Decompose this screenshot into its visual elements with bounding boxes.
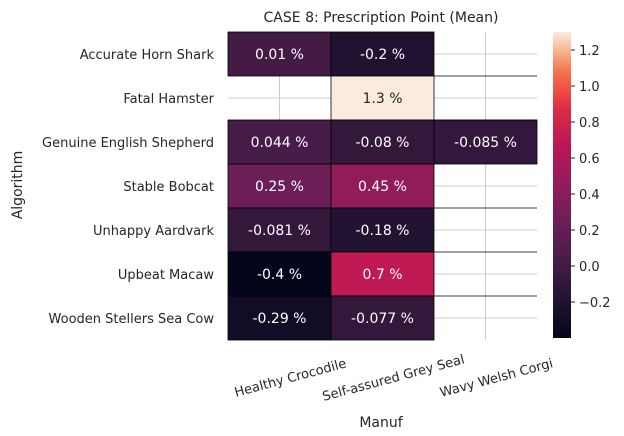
colorbar-tick-label: 1.0 [579,80,600,95]
colorbar-tick-label: 0.0 [579,260,600,275]
row-label: Upbeat Macaw [118,268,215,283]
row-labels: Accurate Horn Shark Fatal Hamster Genuine … [42,48,215,327]
cell-value-label: -0.2 % [360,47,405,63]
x-axis-label: Manuf [359,415,403,431]
cell-value-label: -0.081 % [248,223,311,239]
heatmap-cell [227,119,332,165]
cell-value-label: 0.25 % [255,179,304,195]
colorbar-tick-label: 0.6 [579,152,600,167]
row-label: Genuine English Shepherd [42,136,214,151]
heatmap-cell [330,31,435,77]
cell-value-label: -0.08 % [356,135,410,151]
heatmap-cell [227,295,332,341]
colorbar-tick-label: −0.2 [579,296,611,311]
cell-value-label: -0.077 % [351,311,414,327]
colorbar-tick-label: 0.2 [579,224,600,239]
colorbar-tick-label: 0.4 [579,188,600,203]
heatmap-cell [227,251,332,297]
chart-title: CASE 8: Prescription Point (Mean) [264,10,499,26]
y-axis-label: Algorithm [10,151,26,220]
cell-value-label: 0.01 % [255,47,304,63]
row-label: Unhappy Aardvark [93,224,215,239]
heatmap-cell [433,119,538,165]
heatmap-cell [330,251,435,297]
row-label: Wooden Stellers Sea Cow [49,312,215,327]
plot-area: 0.01 % -0.2 % 1.3 % 0.044 % -0.08 % -0.085 % 0… [227,31,538,341]
heatmap-cell [227,207,332,253]
heatmap-cell [330,119,435,165]
heatmap-cell [227,163,332,209]
cell-value-label: -0.18 % [356,223,410,239]
cell-value-label: 0.044 % [251,135,309,151]
colorbar-tick-label: 0.8 [579,116,600,131]
row-label: Fatal Hamster [123,92,214,107]
row-label: Stable Bobcat [123,180,214,195]
cell-value-label: 0.7 % [362,267,402,283]
colorbar [553,32,571,338]
cell-value-label: -0.29 % [253,311,307,327]
row-label: Accurate Horn Shark [80,48,215,63]
colorbar-ticks: −0.2 0.0 0.2 0.4 0.6 0.8 1.0 1.2 [571,44,611,311]
heatmap-cell [330,207,435,253]
colorbar-tick-label: 1.2 [579,44,600,59]
cell-value-label: 0.45 % [358,179,407,195]
cell-value-label: -0.4 % [257,267,302,283]
cell-value-label: 1.3 % [362,91,402,107]
heatmap-cell [330,295,435,341]
heatmap-cell [330,163,435,209]
cell-value-label: -0.085 % [454,135,517,151]
